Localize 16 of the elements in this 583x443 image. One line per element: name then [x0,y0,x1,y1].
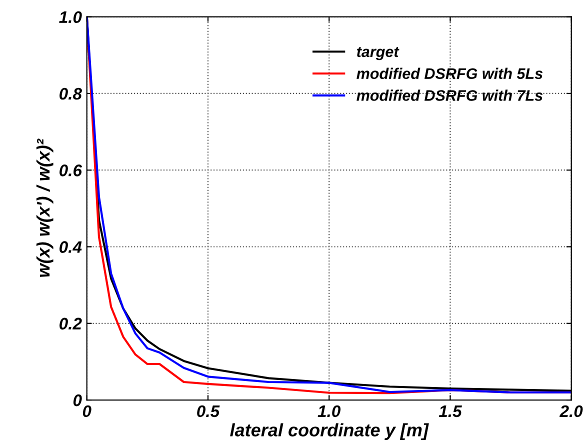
legend-label: modified DSRFG with 5Ls [356,68,543,80]
x-axis-title: lateral coordinate y [m] [230,423,429,440]
y-axis-title: w(x) w(x') / w(x)² [36,138,54,277]
y-tick-label: 0.2 [60,318,82,330]
x-tick-label: 1.0 [318,405,341,418]
x-tick-label: 2.0 [559,405,583,418]
x-tick-label: 0 [82,405,92,418]
legend-label: modified DSRFG with 7Ls [356,90,543,101]
x-tick-label: 0.5 [197,405,220,418]
legend-label: target [356,47,400,60]
y-tick-label: 0.4 [60,241,82,253]
x-tick-label: 1.5 [438,406,462,418]
y-tick-label: 0 [73,394,82,406]
y-tick-label: 0.8 [60,88,82,100]
y-tick-label: 0.6 [60,164,82,176]
y-tick-label: 1.0 [59,11,82,24]
